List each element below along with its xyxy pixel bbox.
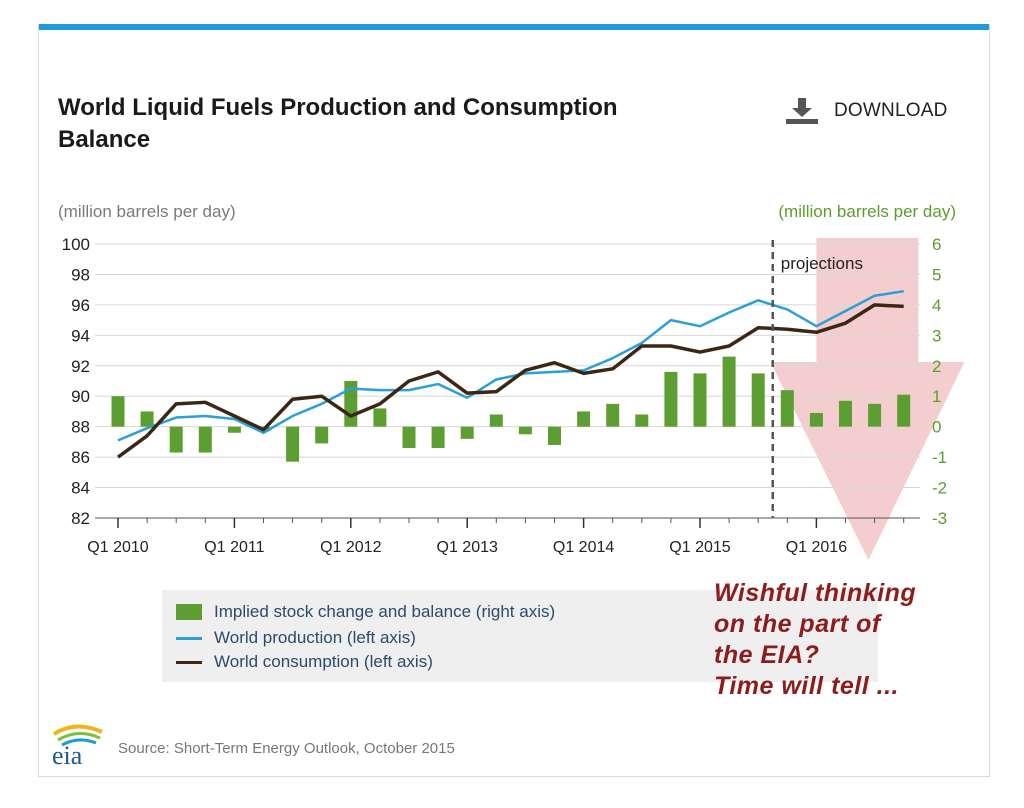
y-right-tick-label: -3 <box>932 509 947 528</box>
bar <box>548 426 561 445</box>
eia-logo-icon: eia <box>52 724 103 766</box>
y-right-tick-label: 2 <box>932 357 941 376</box>
x-tick-label: Q1 2015 <box>669 539 730 556</box>
y-left-tick-label: 84 <box>71 479 90 498</box>
bar <box>169 426 183 453</box>
y-left-tick-label: 100 <box>62 235 90 254</box>
annotation-line1: Wishful thinking <box>714 579 917 607</box>
x-tick-label: Q1 2014 <box>553 539 614 556</box>
bar <box>751 373 765 427</box>
bar <box>286 426 300 462</box>
legend-label-consumption: World consumption (left axis) <box>214 652 433 671</box>
top-accent-bar <box>38 24 989 30</box>
left-axis-unit: (million barrels per day) <box>58 202 236 221</box>
annotation-line3: the EIA? <box>714 641 820 669</box>
bar <box>198 426 212 453</box>
bar <box>664 371 678 427</box>
legend-label-bars: Implied stock change and balance (right … <box>214 602 556 621</box>
download-label: DOWNLOAD <box>834 100 948 121</box>
legend-swatch-bars <box>176 604 202 620</box>
chart-title-line2: Balance <box>58 126 151 153</box>
bar <box>518 426 532 435</box>
eia-logo-text: eia <box>52 741 83 766</box>
bar <box>402 426 416 448</box>
bar <box>897 394 911 427</box>
x-tick-label: Q1 2016 <box>786 539 847 556</box>
y-left-tick-label: 82 <box>71 509 90 528</box>
chart-card <box>38 24 990 777</box>
bar <box>140 411 154 427</box>
legend-line-production <box>176 636 202 640</box>
y-right-tick-label: 0 <box>932 418 941 437</box>
legend-item-consumption: World consumption (left axis) <box>176 652 433 672</box>
y-left-tick-label: 90 <box>71 387 90 406</box>
y-right-tick-label: -2 <box>932 479 947 498</box>
bar <box>606 403 620 427</box>
bar <box>868 403 882 427</box>
x-tick-label: Q1 2010 <box>87 539 148 556</box>
bar <box>839 400 852 427</box>
y-right-tick-label: 6 <box>932 235 941 254</box>
y-right-tick-label: -1 <box>932 448 947 467</box>
x-tick-label: Q1 2012 <box>320 539 381 556</box>
y-left-tick-label: 92 <box>71 357 90 376</box>
legend-line-consumption <box>176 660 202 664</box>
chart-title-line1: World Liquid Fuels Production and Consum… <box>58 94 618 121</box>
y-right-tick-label: 4 <box>932 296 941 315</box>
bar <box>431 426 445 448</box>
y-right-tick-label: 5 <box>932 265 941 284</box>
bar <box>577 411 591 427</box>
x-tick-label: Q1 2013 <box>437 539 498 556</box>
legend: Implied stock change and balance (right … <box>162 590 878 682</box>
bar <box>693 373 707 427</box>
x-tick-label: Q1 2011 <box>204 539 264 556</box>
y-left-tick-label: 94 <box>71 326 90 345</box>
annotation-line2: on the part of <box>714 610 881 638</box>
bar <box>489 414 503 427</box>
annotation-text: Wishful thinking on the part of the EIA?… <box>714 578 916 702</box>
bar <box>111 396 125 427</box>
right-axis-unit: (million barrels per day) <box>778 202 956 221</box>
legend-label-production: World production (left axis) <box>214 628 416 647</box>
y-right-tick-label: 3 <box>932 326 941 345</box>
bar <box>460 426 474 439</box>
y-left-tick-label: 96 <box>71 296 90 315</box>
bar <box>809 412 823 427</box>
bar <box>373 408 387 427</box>
download-button[interactable]: DOWNLOAD <box>786 98 948 124</box>
y-left-tick-label: 98 <box>71 265 90 284</box>
download-icon <box>786 98 818 124</box>
y-left-tick-label: 88 <box>71 418 90 437</box>
annotation-line4: Time will tell ... <box>714 672 899 700</box>
bar <box>315 426 329 444</box>
y-right-tick-label: 1 <box>932 387 941 406</box>
projection-arrow <box>770 238 965 560</box>
bar <box>635 414 649 427</box>
y-left-tick-label: 86 <box>71 448 90 467</box>
chart-title: World Liquid Fuels Production and Consum… <box>58 92 738 156</box>
source-note: Source: Short-Term Energy Outlook, Octob… <box>118 740 455 757</box>
bar <box>722 356 736 427</box>
bar <box>227 426 241 433</box>
bar <box>780 390 794 427</box>
projection-label: projections <box>781 254 863 273</box>
legend-item-bars: Implied stock change and balance (right … <box>176 602 555 622</box>
legend-item-production: World production (left axis) <box>176 628 416 648</box>
